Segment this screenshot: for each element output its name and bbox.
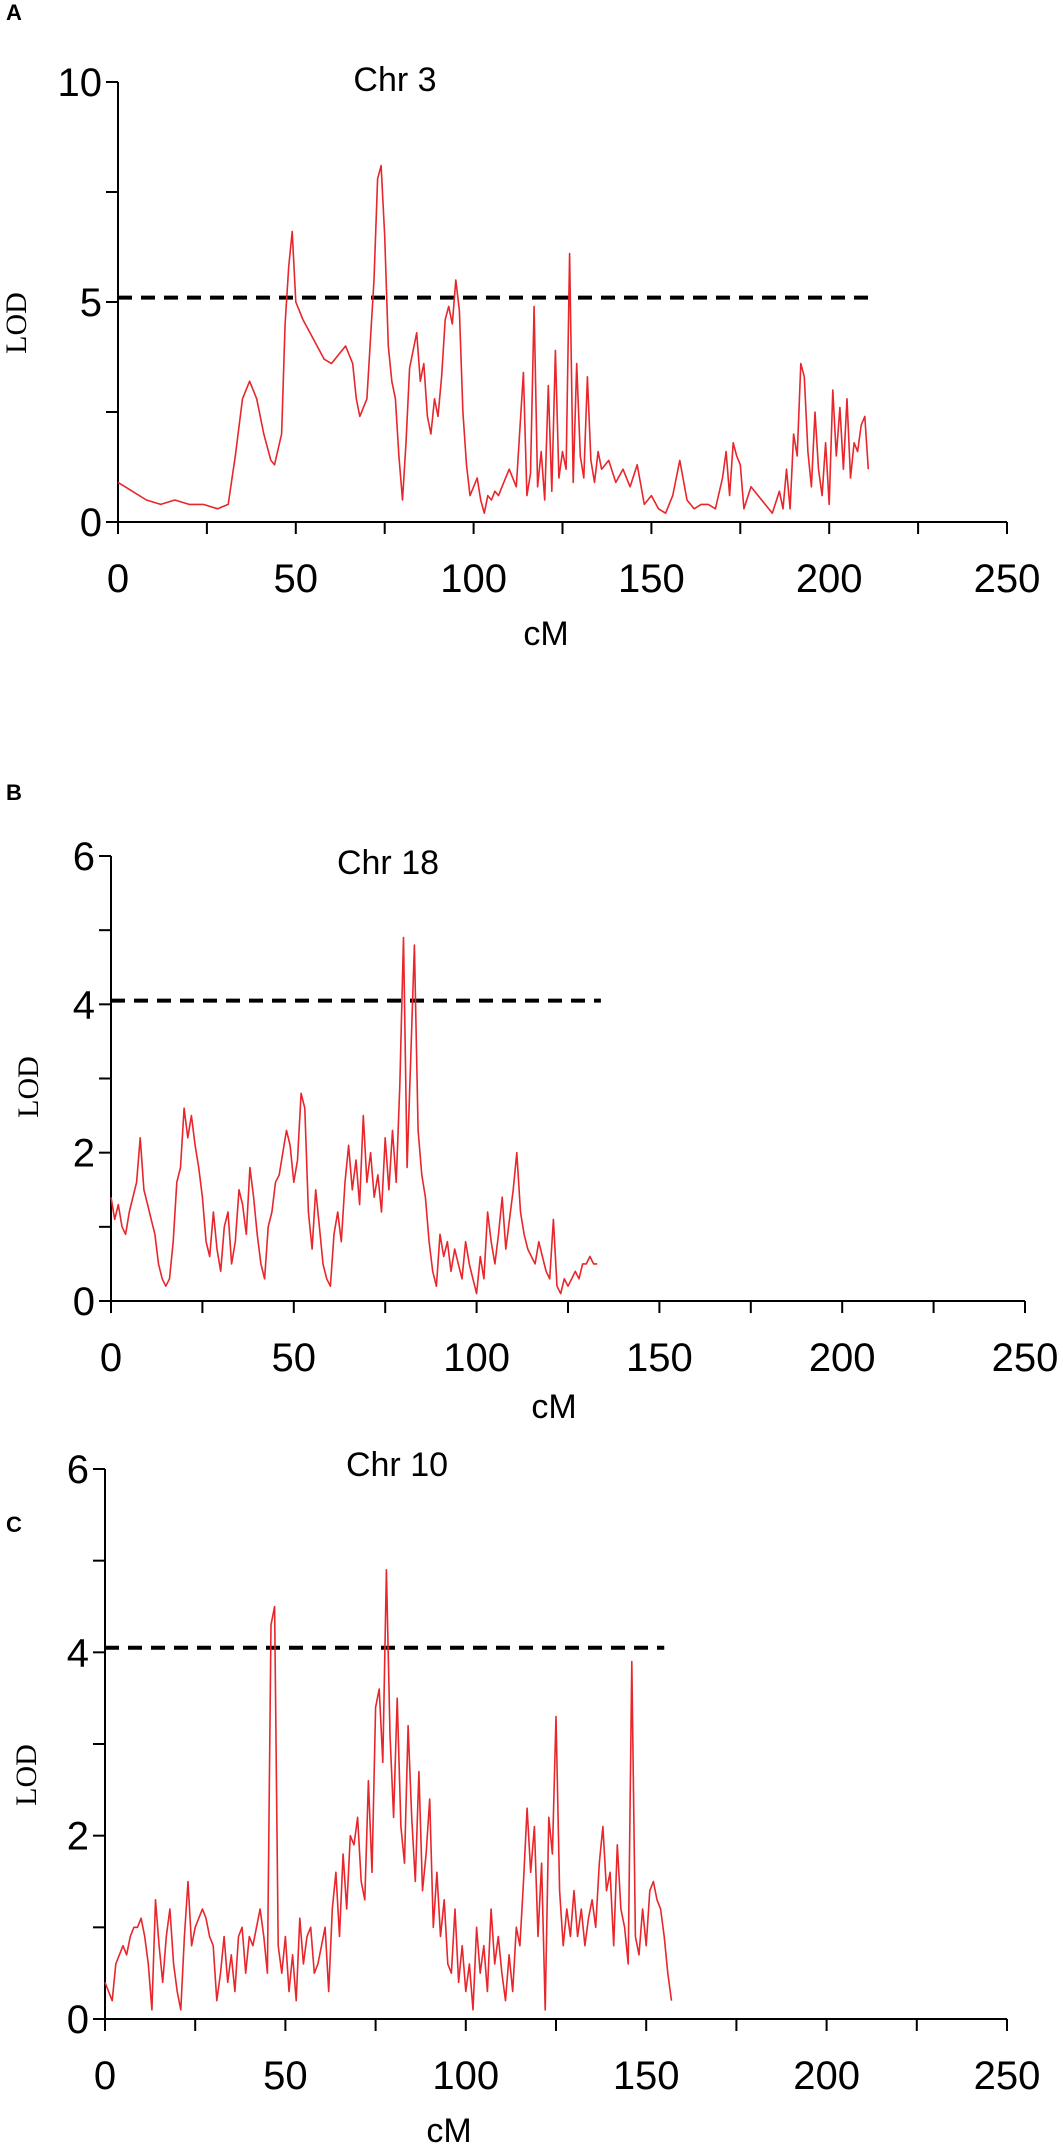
y-axis-label-a: LOD [0, 292, 33, 354]
x-tick-label-c: 150 [613, 2054, 680, 2098]
chart-title-b: Chr 18 [337, 844, 439, 882]
y-axis-label-b: LOD [12, 1056, 45, 1118]
y-tick-label-c: 2 [67, 1815, 89, 1859]
y-tick-label-b: 2 [73, 1132, 95, 1176]
y-tick-label-b: 6 [73, 835, 95, 879]
x-tick-label-c: 250 [974, 2054, 1041, 2098]
lod-series-line-b [110, 936, 598, 1295]
panel-letter-a: A [6, 0, 22, 25]
x-tick-label-a: 50 [274, 557, 319, 601]
y-tick-label-c: 0 [67, 1998, 89, 2042]
x-axis-label-a: cM [523, 615, 568, 653]
x-tick-label-b: 100 [443, 1336, 510, 1380]
x-tick-label-c: 100 [432, 2054, 499, 2098]
panel-letter-c: C [6, 1512, 22, 1537]
x-tick-label-b: 250 [992, 1336, 1059, 1380]
panel-c: C Chr 10 cM LOD 0 50 100 150 200 250 0 2 4 6 [6, 1446, 1040, 2146]
x-tick-label-a: 150 [618, 557, 685, 601]
x-axis-label-c: cM [426, 2112, 471, 2146]
y-tick-label-a: 5 [80, 281, 102, 325]
x-tick-label-a: 200 [796, 557, 863, 601]
x-axis-label-b: cM [531, 1388, 576, 1426]
y-axis-label-c: LOD [10, 1744, 43, 1806]
y-tick-label-b: 4 [73, 983, 95, 1027]
x-tick-label-b: 0 [100, 1336, 122, 1380]
y-tick-label-c: 6 [67, 1448, 89, 1492]
x-tick-label-b: 200 [809, 1336, 876, 1380]
lod-series-line-a [117, 164, 870, 515]
y-tick-label-a: 10 [58, 61, 103, 105]
x-tick-label-a: 0 [107, 557, 129, 601]
x-tick-label-a: 100 [440, 557, 507, 601]
y-tick-label-c: 4 [67, 1631, 89, 1675]
x-tick-label-c: 0 [94, 2054, 116, 2098]
y-tick-label-a: 0 [80, 501, 102, 545]
panel-a: A Chr 3 cM LOD 0 50 100 150 200 250 0 5 10 [0, 0, 1040, 653]
panel-letter-b: B [6, 780, 22, 805]
panel-b: B Chr 18 cM LOD 0 50 100 150 200 250 0 2 4 6 [6, 780, 1058, 1426]
x-tick-label-c: 200 [793, 2054, 860, 2098]
x-tick-label-b: 150 [626, 1336, 693, 1380]
x-tick-label-c: 50 [263, 2054, 308, 2098]
x-tick-label-a: 250 [974, 557, 1041, 601]
chart-title-a: Chr 3 [353, 61, 436, 99]
chart-title-c: Chr 10 [346, 1446, 448, 1484]
lod-series-line-c [104, 1569, 673, 2011]
y-tick-label-b: 0 [73, 1280, 95, 1324]
x-tick-label-b: 50 [272, 1336, 317, 1380]
